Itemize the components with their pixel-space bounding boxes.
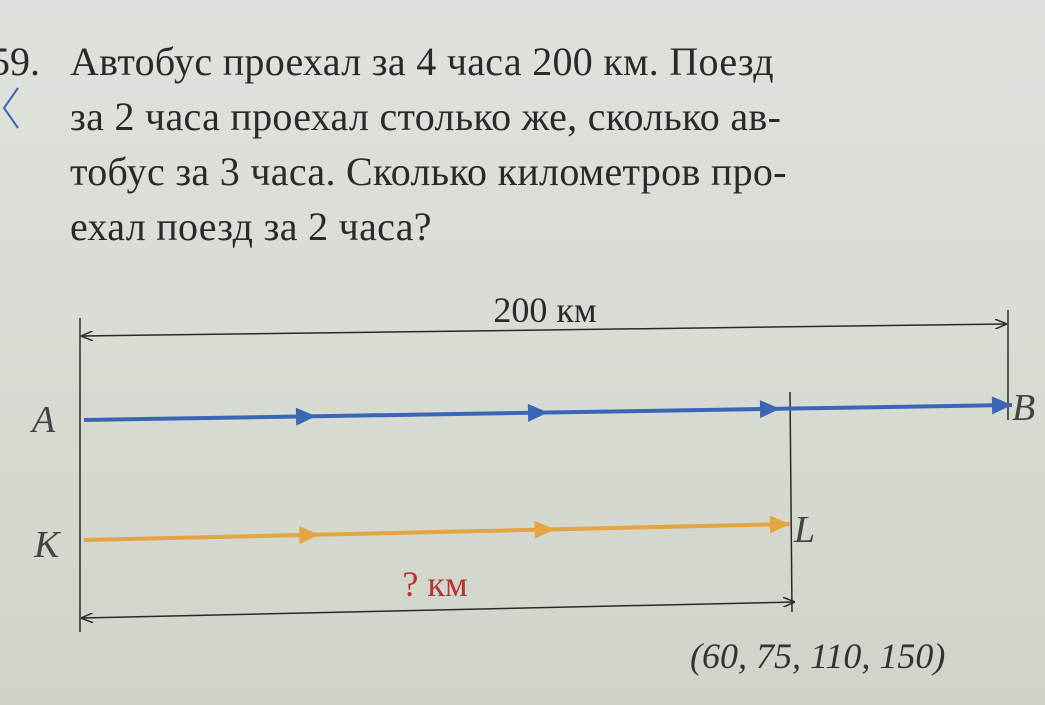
bus-segment-arrowhead xyxy=(527,403,548,422)
problem-line-3: тобус за 3 часа. Сколько километров про- xyxy=(70,149,787,194)
margin-mark xyxy=(2,87,19,129)
unknown-distance-label: ? км xyxy=(402,564,467,604)
problem-line-2: за 2 часа проехал столько же, сколько ав… xyxy=(70,94,782,139)
problem-line-4: ехал поезд за 2 часа? xyxy=(70,204,432,249)
bus-segment-arrowhead xyxy=(295,407,316,426)
answer-options: (60, 75, 110, 150) xyxy=(690,636,945,676)
problem-line-1: Автобус проехал за 4 часа 200 км. Поезд xyxy=(70,39,774,84)
point-k-label: K xyxy=(33,524,61,566)
bus-segment-arrowhead xyxy=(991,396,1012,415)
point-b-label: B xyxy=(1012,387,1035,429)
unknown-distance-dimension xyxy=(82,602,794,618)
train-segment-line xyxy=(83,522,791,542)
total-distance-label: 200 км xyxy=(493,290,596,330)
train-route-line xyxy=(83,515,791,545)
bus-segment-arrowhead xyxy=(759,400,780,419)
bus-route-line xyxy=(83,396,1013,426)
total-distance-dimension xyxy=(82,324,1006,336)
train-segment-arrowhead xyxy=(534,520,555,539)
train-segment-arrowhead xyxy=(769,515,790,534)
l-boundary-line xyxy=(789,391,793,613)
train-segment-arrowhead xyxy=(299,526,320,545)
problem-number: 59. xyxy=(0,39,40,84)
point-l-label: L xyxy=(793,509,815,551)
point-a-label: A xyxy=(29,399,56,441)
